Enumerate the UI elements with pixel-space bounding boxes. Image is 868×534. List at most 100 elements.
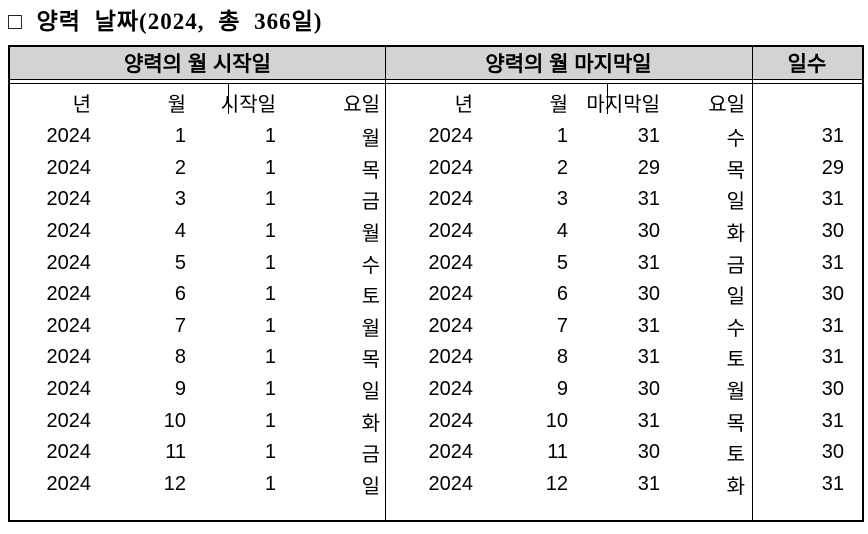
start-weekday-cell: 금 (361, 444, 380, 467)
start-year-cell: 2024 (46, 251, 92, 274)
start-day-cell: 1 (264, 251, 276, 274)
end-month-cell: 2 (556, 156, 568, 179)
start-month-cell: 3 (174, 188, 186, 211)
start-day-cell: 1 (264, 314, 276, 337)
end-month-cell: 3 (556, 188, 568, 211)
end-weekday-cell: 수 (726, 317, 745, 340)
col-header-end-day: 마지막일 (586, 94, 660, 116)
end-month-cell: 1 (556, 125, 568, 148)
end-weekday-cell: 일 (726, 191, 745, 214)
start-weekday-cell: 월 (361, 317, 380, 340)
end-month-cell: 5 (556, 251, 568, 274)
start-weekday-cell: 일 (361, 381, 380, 404)
table-row: 2024 4 1 월 2024 4 30 화 30 (10, 216, 862, 248)
start-year-cell: 2024 (46, 220, 92, 243)
section-header-day-count: 일수 (787, 53, 827, 76)
col-header-end-year: 년 (454, 94, 473, 116)
start-weekday-cell: 금 (361, 191, 380, 214)
day-count-cell: 30 (821, 283, 844, 306)
table-body: 2024 1 1 월 2024 1 31 수 31 2024 2 1 목 202… (10, 121, 862, 500)
day-count-cell: 31 (821, 188, 844, 211)
start-year-cell: 2024 (46, 188, 92, 211)
table-row: 2024 6 1 토 2024 6 30 일 30 (10, 279, 862, 311)
end-weekday-cell: 일 (726, 286, 745, 309)
start-year-cell: 2024 (46, 472, 92, 495)
double-rule-line (10, 83, 862, 84)
divider-between-halves (385, 47, 386, 520)
header-cell-border-start-day (228, 84, 229, 114)
col-header-start-year: 년 (72, 94, 91, 116)
end-month-cell: 11 (547, 441, 568, 464)
end-month-cell: 12 (545, 472, 568, 495)
section-header-month-end: 양력의 월 마지막일 (485, 53, 652, 76)
start-year-cell: 2024 (46, 283, 92, 306)
start-weekday-cell: 수 (361, 254, 380, 277)
start-weekday-cell: 일 (361, 475, 380, 498)
end-day-cell: 30 (637, 283, 660, 306)
end-month-cell: 9 (556, 378, 568, 401)
header-cell-border-end-day (607, 84, 608, 114)
start-month-cell: 1 (174, 125, 186, 148)
end-year-cell: 2024 (428, 378, 474, 401)
start-day-cell: 1 (264, 283, 276, 306)
table-row: 2024 3 1 금 2024 3 31 일 31 (10, 184, 862, 216)
column-header-row: 년 월 시작일 요일 년 월 마지막일 요일 (10, 84, 862, 121)
end-weekday-cell: 금 (726, 254, 745, 277)
day-count-cell: 31 (821, 409, 844, 432)
start-year-cell: 2024 (46, 125, 92, 148)
day-count-cell: 30 (821, 378, 844, 401)
start-weekday-cell: 월 (361, 128, 380, 151)
end-weekday-cell: 월 (726, 381, 745, 404)
table-row: 2024 5 1 수 2024 5 31 금 31 (10, 247, 862, 279)
table-row: 2024 9 1 일 2024 9 30 월 30 (10, 374, 862, 406)
table-row: 2024 1 1 월 2024 1 31 수 31 (10, 121, 862, 153)
start-month-cell: 8 (174, 346, 186, 369)
end-month-cell: 8 (556, 346, 568, 369)
end-day-cell: 31 (637, 188, 660, 211)
day-count-cell: 30 (821, 441, 844, 464)
start-year-cell: 2024 (46, 441, 92, 464)
start-month-cell: 2 (174, 156, 186, 179)
start-weekday-cell: 목 (361, 159, 380, 182)
end-year-cell: 2024 (428, 409, 474, 432)
col-header-start-weekday: 요일 (343, 94, 380, 116)
start-weekday-cell: 목 (361, 349, 380, 372)
double-rule-gap (10, 80, 862, 83)
end-day-cell: 31 (637, 314, 660, 337)
day-count-cell: 31 (821, 314, 844, 337)
end-month-cell: 6 (556, 283, 568, 306)
end-year-cell: 2024 (428, 156, 474, 179)
start-year-cell: 2024 (46, 314, 92, 337)
end-weekday-cell: 수 (726, 128, 745, 151)
page-title: □ 양력 날짜(2024, 총 366일) (8, 9, 323, 34)
day-count-cell: 31 (821, 346, 844, 369)
end-year-cell: 2024 (428, 346, 474, 369)
end-weekday-cell: 화 (726, 223, 745, 246)
end-day-cell: 30 (637, 220, 660, 243)
end-day-cell: 31 (637, 472, 660, 495)
end-day-cell: 31 (637, 251, 660, 274)
start-month-cell: 5 (174, 251, 186, 274)
start-weekday-cell: 토 (361, 286, 380, 309)
start-month-cell: 6 (174, 283, 186, 306)
start-month-cell: 11 (165, 441, 186, 464)
end-year-cell: 2024 (428, 314, 474, 337)
day-count-cell: 30 (821, 220, 844, 243)
table-row: 2024 10 1 화 2024 10 31 목 31 (10, 405, 862, 437)
end-month-cell: 10 (545, 409, 568, 432)
end-year-cell: 2024 (428, 188, 474, 211)
start-day-cell: 1 (264, 378, 276, 401)
end-month-cell: 7 (556, 314, 568, 337)
section-header-month-start: 양력의 월 시작일 (124, 53, 271, 76)
end-year-cell: 2024 (428, 441, 474, 464)
end-weekday-cell: 목 (726, 412, 745, 435)
end-day-cell: 29 (637, 156, 660, 179)
end-weekday-cell: 토 (726, 444, 745, 467)
start-year-cell: 2024 (46, 378, 92, 401)
divider-before-days (752, 47, 753, 520)
table-row: 2024 7 1 월 2024 7 31 수 31 (10, 311, 862, 343)
day-count-cell: 31 (821, 125, 844, 148)
col-header-end-month: 월 (549, 94, 568, 116)
col-header-start-day: 시작일 (220, 94, 276, 116)
section-header-row: 양력의 월 시작일 양력의 월 마지막일 일수 (10, 47, 862, 80)
